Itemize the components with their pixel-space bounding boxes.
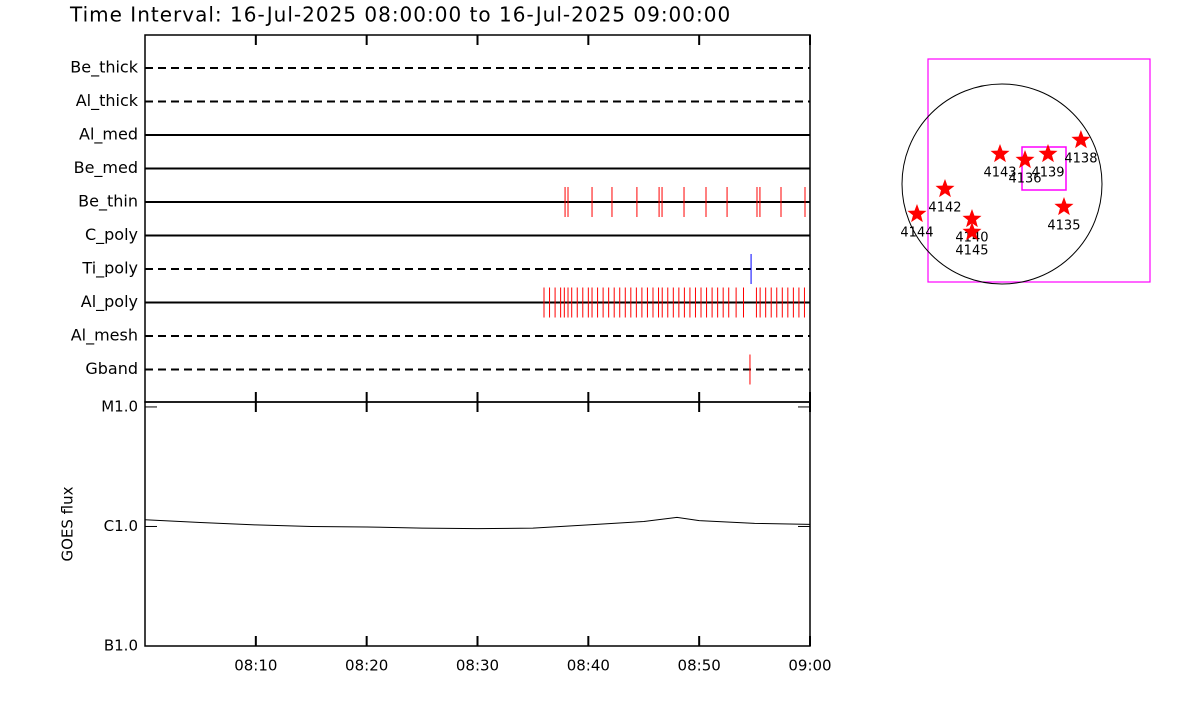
region-label: 4145 [955,244,988,259]
x-tick-label: 08:50 [678,657,721,675]
row-label: C_poly [85,225,138,245]
row-label: Be_med [74,158,138,178]
timeline-frame [144,34,811,403]
x-tick-label: 09:00 [788,657,831,675]
y-tick-label: B1.0 [104,637,138,655]
region-star [1071,130,1091,149]
region-star [1054,197,1074,216]
row-label: Be_thick [70,58,138,78]
region-label: 4143 [983,165,1016,180]
region-label: 4136 [1008,172,1041,187]
region-label: 4139 [1031,165,1064,180]
x-tick-label: 08:20 [345,657,388,675]
chart-title: Time Interval: 16-Jul-2025 08:00:00 to 1… [69,3,731,27]
region-star [962,209,982,228]
region-star [990,144,1010,163]
y-axis-label: GOES flux [59,486,77,561]
x-tick-label: 08:10 [234,657,277,675]
y-tick-label: C1.0 [104,517,138,535]
fov-box [927,58,1151,283]
target-box [1021,146,1067,191]
region-star [907,204,927,223]
y-tick-label: M1.0 [101,397,138,415]
goes-line [144,516,811,530]
row-label: Al_mesh [71,326,138,346]
region-star [1038,144,1058,163]
region-label: 4144 [900,225,933,240]
row-label: Al_poly [81,292,138,312]
region-star [962,222,982,241]
row-label: Be_thin [78,192,138,212]
row-label: Al_thick [76,91,139,111]
region-label: 4140 [955,230,988,245]
solar-disk [901,83,1103,285]
x-tick-label: 08:30 [456,657,499,675]
row-label: Gband [85,359,138,378]
region-star [1015,150,1035,169]
region-label: 4142 [928,200,961,215]
x-tick-label: 08:40 [567,657,610,675]
region-star [935,179,955,198]
row-label: Ti_poly [81,259,138,279]
region-label: 4135 [1047,219,1080,234]
row-label: Al_med [79,125,138,145]
region-label: 4138 [1064,152,1097,167]
